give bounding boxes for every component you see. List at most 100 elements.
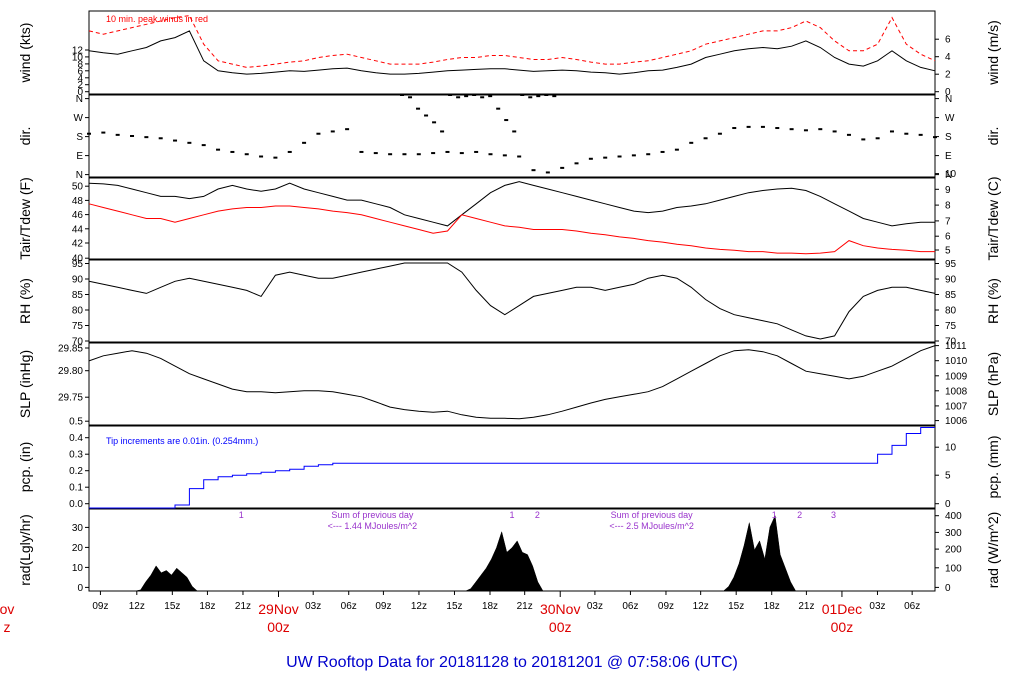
y-tick-label: 0.5 xyxy=(69,417,83,428)
y-tick-label: 70 xyxy=(72,337,84,348)
y-tick-label: 0.0 xyxy=(69,499,83,510)
y-tick-label-right: N xyxy=(945,94,952,105)
y-tick-label: 50 xyxy=(72,182,84,193)
direction-point xyxy=(803,129,808,132)
series-line-temperature-1 xyxy=(88,203,935,255)
x-tick-label: 09z xyxy=(375,601,391,612)
direction-point xyxy=(273,156,278,159)
y-tick-label-right: 7 xyxy=(945,216,951,227)
radiation-annotation: 3 xyxy=(831,510,836,520)
panel-frame xyxy=(88,94,936,178)
direction-point xyxy=(359,150,364,153)
direction-point xyxy=(504,119,509,122)
direction-point xyxy=(432,121,437,124)
x-axis: 09z 12z 15z 18z 21z 03z 06z 09z 12z 15z 18z 21z 03z 0… xyxy=(0,591,920,635)
y-tick-label: E xyxy=(76,151,83,162)
direction-point xyxy=(832,130,837,133)
y-tick-label-right: S xyxy=(945,132,952,143)
x-tick-label: 21z xyxy=(798,601,814,612)
y-tick-label: 85 xyxy=(72,290,84,301)
direction-point xyxy=(775,127,780,130)
series-line-wind-0 xyxy=(88,30,936,75)
y-tick-label: 29.75 xyxy=(58,393,83,404)
series-line-slp-0 xyxy=(88,345,936,420)
y-tick-label: 0.2 xyxy=(69,466,83,477)
direction-point xyxy=(115,133,120,136)
series-line-rh-0 xyxy=(88,262,936,340)
y-axis-label: SLP (inHg) xyxy=(17,350,33,418)
y-tick-label: 29.80 xyxy=(58,366,83,377)
y-tick-label: N xyxy=(76,94,83,105)
direction-point xyxy=(456,96,461,99)
y-tick-label-right: 1006 xyxy=(945,416,968,427)
y-tick-label: S xyxy=(76,132,83,143)
direction-point xyxy=(512,130,517,133)
direction-point xyxy=(631,154,636,157)
y-tick-label-right: 70 xyxy=(945,337,957,348)
direction-point xyxy=(431,152,436,155)
y-axis-label-right: RH (%) xyxy=(985,278,1001,324)
x-tick-label: 15z xyxy=(728,601,744,612)
panel-pcp: 0.0 0.1 0.2 0.3 0.4 0.5 0 5 10 pcp. (in) pcp. (mm)… xyxy=(17,417,1001,511)
x-tick-label: 12z xyxy=(693,601,709,612)
y-tick-label-right: 85 xyxy=(945,290,957,301)
y-tick-label-right: 0 xyxy=(945,499,951,510)
radiation-annotation: Sum of previous day xyxy=(331,510,414,520)
x-tick-label: 18z xyxy=(764,601,780,612)
y-axis-label-right: dir. xyxy=(985,127,1001,146)
y-tick-label: 30 xyxy=(72,523,84,534)
y-tick-label-right: 75 xyxy=(945,321,957,332)
day-label: 30Nov xyxy=(540,601,580,617)
x-tick-label: 09z xyxy=(92,601,108,612)
direction-point xyxy=(345,128,350,131)
y-tick-label-right: 200 xyxy=(945,545,962,556)
x-tick-label: 15z xyxy=(446,601,462,612)
y-tick-label-right: 1011 xyxy=(945,341,967,352)
direction-point xyxy=(173,139,178,142)
radiation-annotation: 1 xyxy=(509,510,514,520)
y-tick-label-right: N xyxy=(945,170,952,181)
x-tick-label: 06z xyxy=(622,601,638,612)
direction-point xyxy=(287,150,292,153)
y-tick-label-right: 1010 xyxy=(945,356,968,367)
series-line-wind-1 xyxy=(88,15,936,68)
x-tick-label: 12z xyxy=(129,601,145,612)
direction-point xyxy=(474,150,479,153)
x-tick-label: 12z xyxy=(411,601,427,612)
radiation-annotation: Sum of previous day xyxy=(611,510,694,520)
direction-point xyxy=(528,96,533,99)
y-tick-label-right: 6 xyxy=(945,232,951,243)
direction-point xyxy=(904,132,909,135)
direction-point xyxy=(144,136,149,139)
radiation-annotation: 1 xyxy=(239,510,244,520)
y-tick-label: 44 xyxy=(72,224,84,235)
panel-frame xyxy=(88,259,936,343)
day-hour-label: 00z xyxy=(549,619,572,635)
y-tick-label: 40 xyxy=(72,254,84,265)
y-tick-label: 48 xyxy=(72,196,84,207)
direction-point xyxy=(660,150,665,153)
y-tick-label-right: 1008 xyxy=(945,386,968,397)
direction-point xyxy=(416,107,421,110)
panel-annotation: 10 min. peak winds in red xyxy=(106,14,208,24)
direction-point xyxy=(445,150,450,153)
direction-point xyxy=(689,141,694,144)
panel-annotation: Tip increments are 0.01in. (0.254mm.) xyxy=(106,436,258,446)
panel-frame xyxy=(88,342,936,426)
y-tick-label: 10 xyxy=(72,52,84,63)
y-tick-label-right: 0 xyxy=(945,87,951,98)
direction-point xyxy=(861,138,866,141)
y-axis-label: wind (kts) xyxy=(17,23,33,84)
y-tick-label: 90 xyxy=(72,275,84,286)
direction-point xyxy=(373,152,378,155)
y-tick-label-right: 5 xyxy=(945,246,951,257)
direction-point xyxy=(302,141,307,144)
direction-point xyxy=(560,166,565,169)
direction-point xyxy=(544,94,549,96)
y-tick-label: 29.85 xyxy=(58,344,83,355)
direction-point xyxy=(545,171,550,174)
y-tick-label: 80 xyxy=(72,306,84,317)
y-tick-label-right: 6 xyxy=(945,35,951,46)
